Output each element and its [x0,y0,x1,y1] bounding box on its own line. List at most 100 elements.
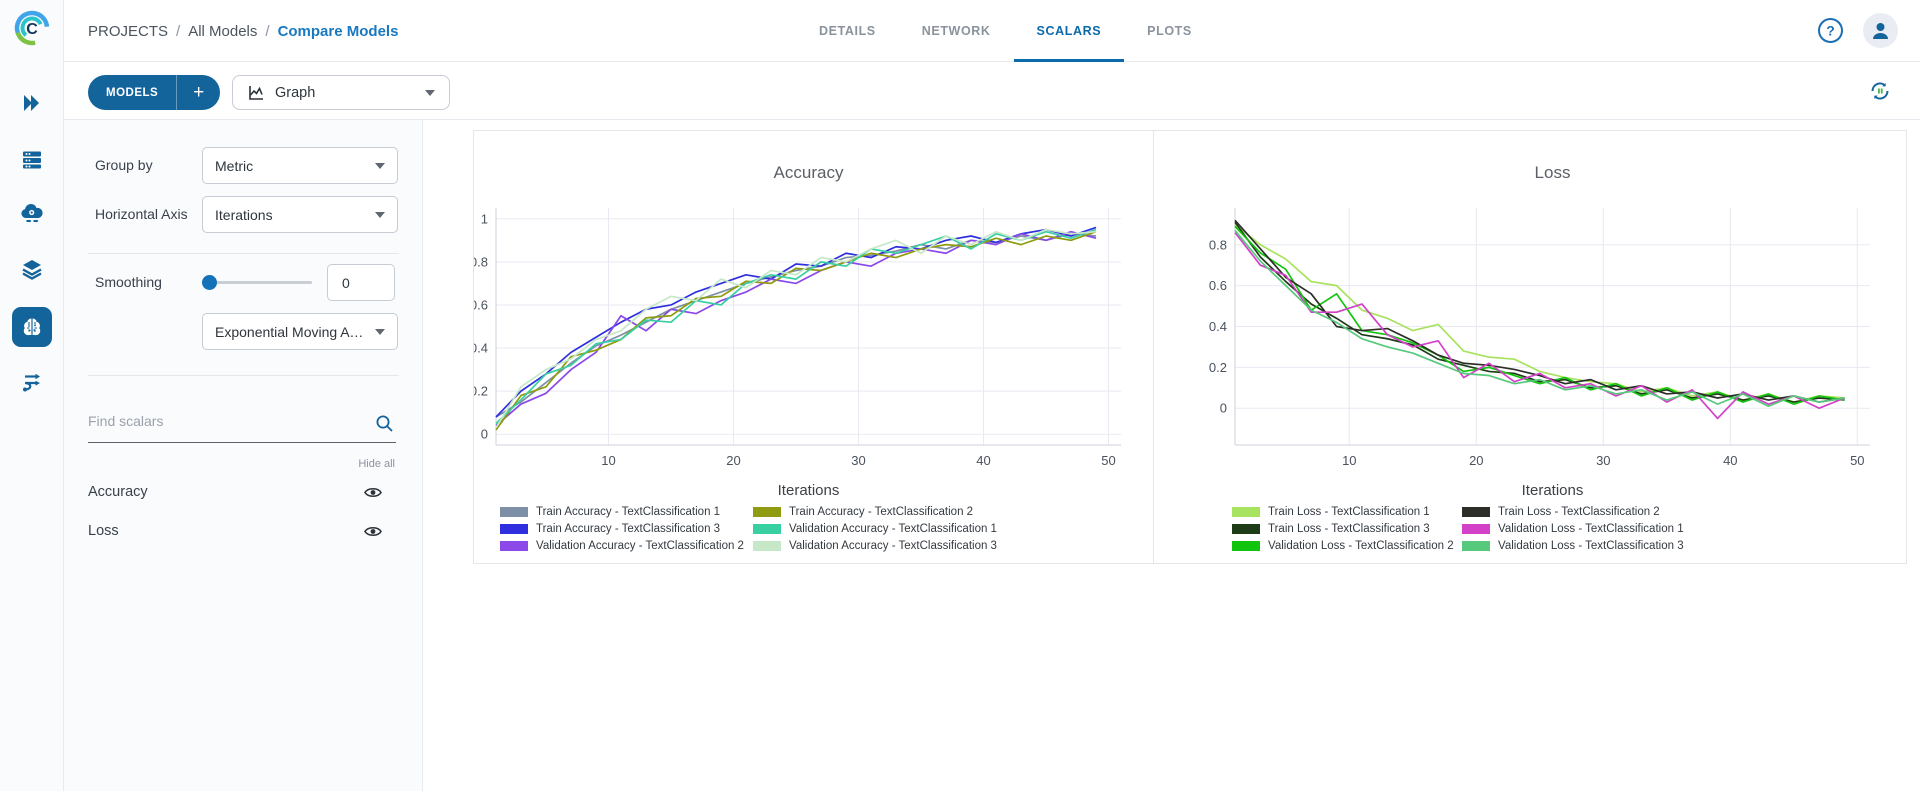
scalars-settings-panel: Group by Metric Horizontal Axis Iteratio… [64,120,423,791]
tab-bar: DETAILS NETWORK SCALARS PLOTS [796,0,1215,62]
legend-label: Validation Accuracy - TextClassification… [789,522,997,535]
legend-swatch [500,523,528,534]
svg-text:10: 10 [1342,453,1356,468]
legend-item[interactable]: Validation Loss - TextClassification 2 [1232,537,1454,554]
scalar-name: Loss [88,523,119,539]
svg-text:0.8: 0.8 [1209,237,1227,252]
legend-swatch [753,506,781,517]
add-model-button[interactable]: + [176,75,220,110]
tab-scalars[interactable]: SCALARS [1013,0,1125,62]
smoothing-label: Smoothing [95,274,162,290]
legend-swatch [1462,540,1490,551]
tab-plots[interactable]: PLOTS [1147,24,1192,38]
svg-text:0.4: 0.4 [1209,319,1227,334]
models-icon-active[interactable] [12,307,52,347]
help-icon[interactable]: ? [1817,17,1844,44]
breadcrumb-compare-models: Compare Models [277,22,399,40]
legend-label: Train Accuracy - TextClassification 2 [789,505,974,518]
svg-text:C: C [26,21,38,38]
legend-item[interactable]: Train Loss - TextClassification 3 [1232,520,1454,537]
svg-text:30: 30 [851,453,865,468]
view-type-value: Graph [275,84,316,101]
loss-chart-panel[interactable]: 0 0.2 0.4 0.6 0.8 10 20 30 40 50 Loss Iterations Tr… [1153,131,1908,563]
tab-details[interactable]: DETAILS [819,24,876,38]
legend-item[interactable]: Train Loss - TextClassification 2 [1462,503,1684,520]
smoothing-algorithm-select[interactable]: Exponential Moving Av... [202,313,398,350]
legend-label: Train Loss - TextClassification 2 [1498,505,1660,518]
chevron-down-icon [375,162,385,169]
svg-text:40: 40 [976,453,990,468]
legend-item[interactable]: Validation Accuracy - TextClassification… [753,537,997,554]
tab-network[interactable]: NETWORK [921,24,991,38]
search-icon[interactable] [375,414,394,433]
find-scalars-input[interactable] [88,405,396,443]
visibility-toggle-loss[interactable] [364,525,382,538]
accuracy-chart-panel[interactable]: 0 0.2 0.4 0.6 0.8 1 10 20 30 40 50 Accuracy Iteratio… [470,131,1153,563]
legend-swatch [753,540,781,551]
svg-text:20: 20 [1469,453,1483,468]
user-avatar[interactable] [1863,13,1898,48]
chevron-down-icon [375,211,385,218]
smoothing-value-input[interactable] [327,264,395,301]
horizontal-axis-value: Iterations [215,206,273,223]
view-type-select[interactable]: Graph [232,75,450,110]
reports-icon[interactable] [20,257,44,281]
scalar-name: Accuracy [88,484,148,500]
breadcrumb-all-models[interactable]: All Models [188,22,258,40]
projects-icon[interactable] [20,91,44,115]
svg-text:0.4: 0.4 [474,341,488,356]
auto-refresh-icon[interactable] [1868,79,1892,103]
group-by-select[interactable]: Metric [202,147,398,184]
legend-column: Train Loss - TextClassification 1 Train L… [1232,503,1454,554]
pipelines-icon[interactable] [20,202,44,226]
horizontal-axis-select[interactable]: Iterations [202,196,398,233]
clearml-logo-icon[interactable]: C [12,8,52,48]
group-by-value: Metric [215,157,254,174]
svg-text:Accuracy: Accuracy [774,163,844,182]
breadcrumb-separator: / [265,22,270,40]
svg-text:20: 20 [726,453,740,468]
toolbar: MODELS + Graph [64,62,1920,120]
legend-label: Train Loss - TextClassification 1 [1268,505,1430,518]
smoothing-slider-thumb[interactable] [202,275,217,290]
breadcrumb: PROJECTS / All Models / Compare Models [88,0,398,62]
models-button[interactable]: MODELS [106,86,159,99]
legend-swatch [1462,523,1490,534]
legend-swatch [1232,540,1260,551]
hide-all-link[interactable]: Hide all [358,458,395,470]
legend-item[interactable]: Validation Accuracy - TextClassification… [500,537,744,554]
legend-label: Validation Loss - TextClassification 3 [1498,539,1684,552]
loss-line-chart[interactable]: 0 0.2 0.4 0.6 0.8 10 20 30 40 50 Loss Iterations [1154,131,1909,499]
legend-label: Validation Accuracy - TextClassification… [789,539,997,552]
horizontal-axis-label: Horizontal Axis [95,206,188,222]
legend-column: Train Accuracy - TextClassification 1 Tra… [500,503,744,554]
workers-queues-icon[interactable] [20,371,44,395]
legend-swatch [753,523,781,534]
breadcrumb-projects[interactable]: PROJECTS [88,22,169,40]
legend-item[interactable]: Validation Loss - TextClassification 3 [1462,537,1684,554]
legend-item[interactable]: Validation Loss - TextClassification 1 [1462,520,1684,537]
legend-column: Train Loss - TextClassification 2 Validat… [1462,503,1684,554]
svg-text:Loss: Loss [1535,163,1571,182]
legend-item[interactable]: Validation Accuracy - TextClassification… [753,520,997,537]
legend-label: Validation Accuracy - TextClassification… [536,539,744,552]
legend-label: Train Accuracy - TextClassification 3 [536,522,721,535]
legend-item[interactable]: Train Accuracy - TextClassification 2 [753,503,997,520]
eye-icon [364,526,382,536]
legend-swatch [500,540,528,551]
accuracy-line-chart[interactable]: 0 0.2 0.4 0.6 0.8 1 10 20 30 40 50 Accuracy Iteratio… [470,131,1153,499]
smoothing-slider[interactable] [202,275,312,290]
legend-item[interactable]: Train Accuracy - TextClassification 3 [500,520,744,537]
datasets-icon[interactable] [20,148,44,172]
svg-text:10: 10 [601,453,615,468]
svg-text:50: 50 [1850,453,1864,468]
legend-swatch [1462,506,1490,517]
legend-label: Validation Loss - TextClassification 1 [1498,522,1684,535]
svg-text:0.2: 0.2 [474,384,488,399]
svg-text:0.2: 0.2 [1209,360,1227,375]
legend-item[interactable]: Train Loss - TextClassification 1 [1232,503,1454,520]
smoothing-algorithm-value: Exponential Moving Av... [215,323,365,340]
visibility-toggle-accuracy[interactable] [364,486,382,499]
legend-item[interactable]: Train Accuracy - TextClassification 1 [500,503,744,520]
person-icon [1873,23,1888,39]
